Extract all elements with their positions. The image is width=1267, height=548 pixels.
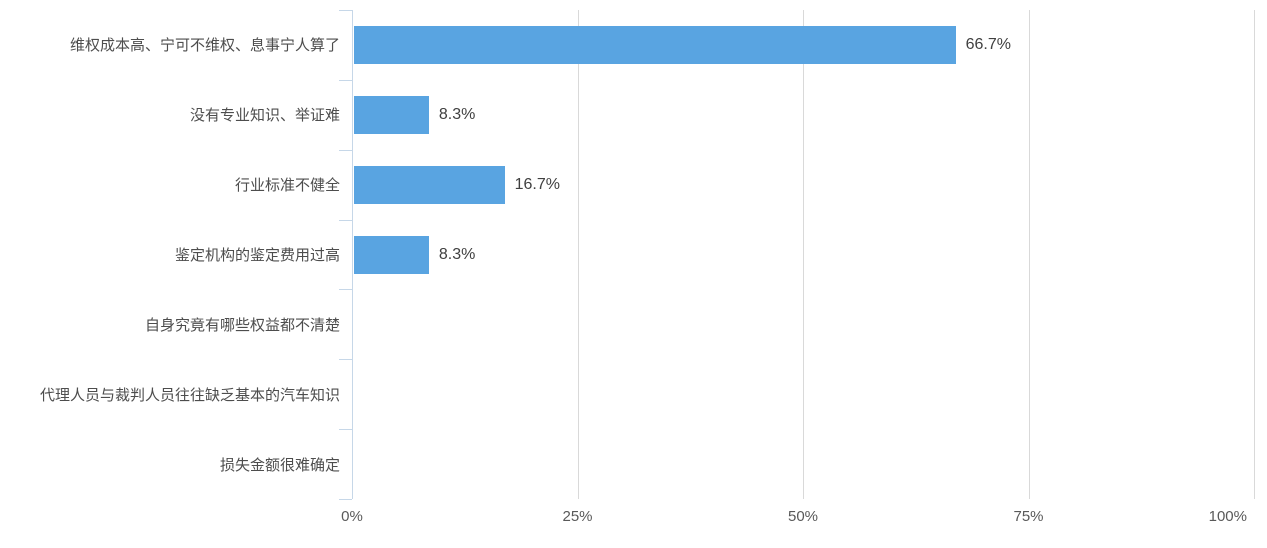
y-axis-tick — [339, 220, 352, 221]
plot-area: 66.7% 8.3% 16.7% 8.3% — [339, 10, 1255, 500]
x-axis-tick-labels: 0% 25% 50% 75% 100% — [341, 508, 1254, 530]
value-label: 8.3% — [438, 245, 476, 263]
y-axis-tick — [339, 429, 352, 430]
x-tick-label: 25% — [562, 508, 593, 525]
y-axis-tick — [339, 359, 352, 360]
gridline-100% — [1254, 10, 1255, 499]
y-axis-tick — [339, 150, 352, 151]
gridline-25% — [577, 10, 579, 499]
category-label: 鉴定机构的鉴定费用过高 — [174, 246, 340, 264]
gridline-50% — [803, 10, 804, 499]
x-tick-label: 100% — [1208, 508, 1247, 525]
value-label: 66.7% — [965, 35, 1011, 53]
bar — [354, 235, 429, 274]
bar — [354, 25, 956, 64]
category-label: 维权成本高、宁可不维权、息事宁人算了 — [69, 37, 340, 55]
category-label: 自身究竟有哪些权益都不清楚 — [144, 316, 340, 334]
bar — [354, 95, 429, 134]
y-axis-category-labels: 维权成本高、宁可不维权、息事宁人算了没有专业知识、举证难行业标准不健全鉴定机构的… — [0, 10, 340, 499]
category-label: 代理人员与裁判人员往往缺乏基本的汽车知识 — [39, 386, 340, 404]
y-axis-tick — [339, 80, 352, 81]
x-tick-label: 50% — [787, 508, 819, 525]
bar — [354, 165, 505, 204]
y-axis-tick — [339, 499, 352, 500]
x-tick-label: 75% — [1013, 508, 1044, 525]
category-label: 损失金额很难确定 — [219, 456, 340, 474]
value-label: 8.3% — [438, 105, 476, 123]
y-axis-line — [352, 10, 353, 499]
y-axis-tick — [339, 289, 352, 290]
category-label: 没有专业知识、举证难 — [189, 107, 340, 125]
y-axis-tick — [339, 10, 352, 11]
x-tick-label: 0% — [341, 508, 363, 525]
category-label: 行业标准不健全 — [234, 177, 340, 195]
value-label: 16.7% — [514, 175, 560, 193]
gridline-75% — [1028, 10, 1030, 499]
